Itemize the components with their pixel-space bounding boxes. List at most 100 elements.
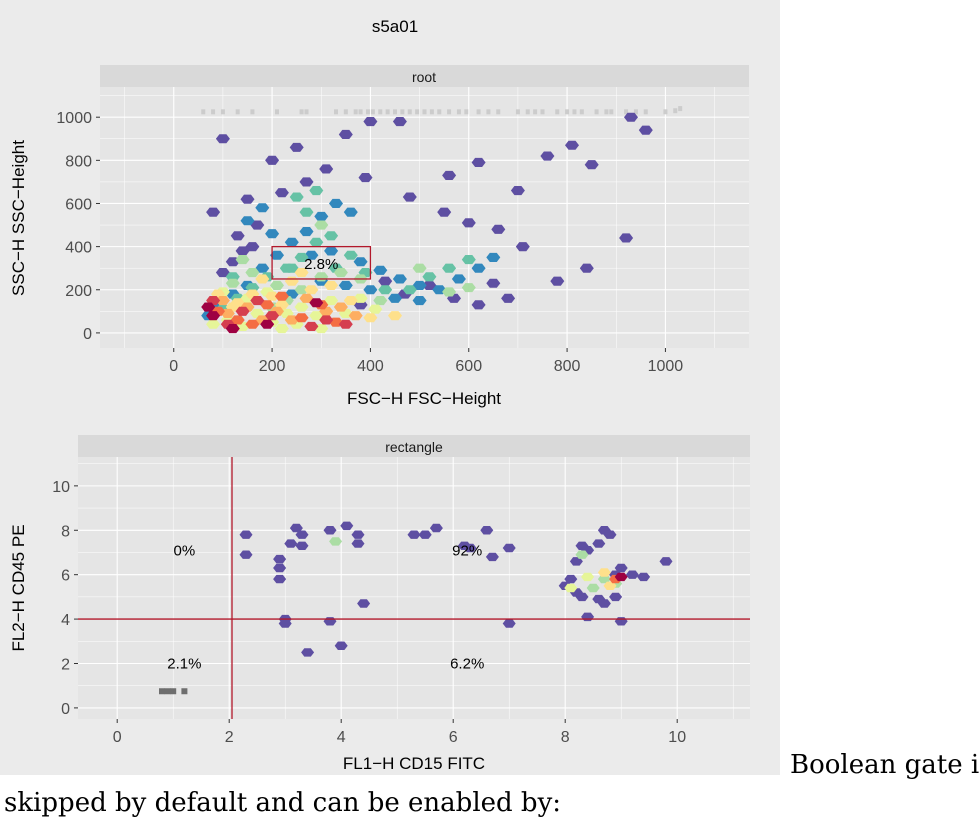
document-text-line-2: skipped by default and can be enabled by… xyxy=(4,788,562,818)
saturated-point xyxy=(533,109,538,115)
hexbin xyxy=(502,619,516,628)
hexbin xyxy=(215,296,230,306)
saturated-point xyxy=(604,109,609,115)
hexbin xyxy=(338,319,353,329)
hexbin xyxy=(584,160,599,170)
saturated-point xyxy=(496,109,501,115)
saturated-point xyxy=(211,109,216,115)
saturated-point xyxy=(393,109,397,115)
rectangle-panel: rectangle 0 2 4 6 8 10 0 2 4 6 8 10 0% 92% 2.1% 6.2% F… xyxy=(9,435,750,773)
hexbin xyxy=(314,211,329,221)
hexbin xyxy=(255,274,270,284)
hexbin xyxy=(637,572,651,582)
y-axis-label-rectangle: FL2−H CD45 PE xyxy=(9,524,28,651)
hexbin xyxy=(442,170,457,180)
hexbin xyxy=(294,313,309,323)
hexbin xyxy=(260,319,275,329)
hexbin xyxy=(603,581,617,590)
hexbin xyxy=(343,296,358,306)
hexbin xyxy=(273,554,287,564)
hexbin xyxy=(284,539,298,548)
hexbin xyxy=(392,274,407,284)
hexbin xyxy=(273,574,287,584)
hexbin xyxy=(265,155,280,165)
hexbin xyxy=(284,237,299,247)
hexbin xyxy=(323,526,337,535)
saturated-point xyxy=(633,109,638,115)
hexbin xyxy=(319,315,334,325)
hexbin xyxy=(564,583,578,593)
saturated-point xyxy=(447,109,452,115)
hexbin xyxy=(592,539,606,548)
y-tick-label: 0 xyxy=(83,326,92,343)
saturated-point xyxy=(422,109,427,115)
hexbin xyxy=(255,263,270,273)
hexbin xyxy=(388,311,402,321)
hexbin xyxy=(412,280,427,290)
hexbin xyxy=(206,311,221,321)
saturated-point xyxy=(540,109,545,115)
x-tick-label: 800 xyxy=(554,358,581,375)
hexbin xyxy=(412,263,427,273)
hexbin xyxy=(245,268,260,278)
hexbin xyxy=(501,293,516,303)
hexbin xyxy=(412,296,427,306)
hexbin xyxy=(429,523,443,533)
hexbin xyxy=(348,311,363,321)
hexbin xyxy=(240,194,255,204)
hexbin xyxy=(373,265,388,275)
x-tick-label: 6 xyxy=(449,729,458,746)
hexbin xyxy=(597,599,611,608)
gate-rectangle xyxy=(271,245,372,280)
hexbin xyxy=(215,134,230,144)
y-tick-label: 4 xyxy=(61,612,70,629)
hexbin xyxy=(270,250,284,260)
hexbin xyxy=(565,140,579,150)
hexbin xyxy=(201,302,216,312)
hexbin xyxy=(278,619,292,628)
gate-rectangle: 0% 92% 2.1% 6.2% xyxy=(78,457,750,719)
y-tick-label: 2 xyxy=(61,656,70,673)
quadrant-percentage-label: 0% xyxy=(174,542,196,559)
hexbin xyxy=(273,563,287,573)
hexbin xyxy=(609,592,623,602)
saturated-point xyxy=(164,688,171,695)
hexbin xyxy=(230,231,245,241)
saturated-point xyxy=(429,109,434,115)
hexbin xyxy=(299,207,314,217)
hexbin xyxy=(289,192,304,202)
hexbin xyxy=(260,300,275,310)
x-tick-label: 1000 xyxy=(648,358,684,375)
x-axis-label-rectangle: FL1−H CD15 FITC xyxy=(343,754,485,773)
hexbin xyxy=(250,220,265,230)
figure-title: s5a01 xyxy=(372,17,418,36)
hexbin xyxy=(235,255,250,265)
y-tick-label: 6 xyxy=(61,568,70,585)
hexbin xyxy=(442,263,457,273)
hexbin xyxy=(329,537,343,546)
strip-root xyxy=(100,65,749,87)
hexbins-root xyxy=(201,106,683,334)
hexbin xyxy=(486,278,501,288)
hexbin xyxy=(324,296,339,306)
saturated-point xyxy=(663,109,668,115)
hexbin xyxy=(299,177,314,187)
hexbin xyxy=(340,521,354,531)
hexbin xyxy=(597,574,611,584)
hexbin xyxy=(480,526,494,535)
strip-rectangle-label: rectangle xyxy=(385,439,443,455)
plot-area-rectangle xyxy=(78,457,750,719)
strip-rectangle xyxy=(78,435,750,457)
saturated-point xyxy=(565,109,570,115)
y-tick-label: 8 xyxy=(61,523,70,540)
hexbin xyxy=(378,285,393,295)
saturated-point xyxy=(159,688,165,695)
hexbin xyxy=(597,568,611,577)
x-tick-label: 2 xyxy=(225,729,234,746)
hexbin xyxy=(407,530,421,539)
hexbin xyxy=(353,257,368,267)
hexbin xyxy=(575,592,589,602)
hexbin xyxy=(329,198,343,208)
saturated-point xyxy=(579,109,584,115)
hexbin xyxy=(363,117,378,127)
